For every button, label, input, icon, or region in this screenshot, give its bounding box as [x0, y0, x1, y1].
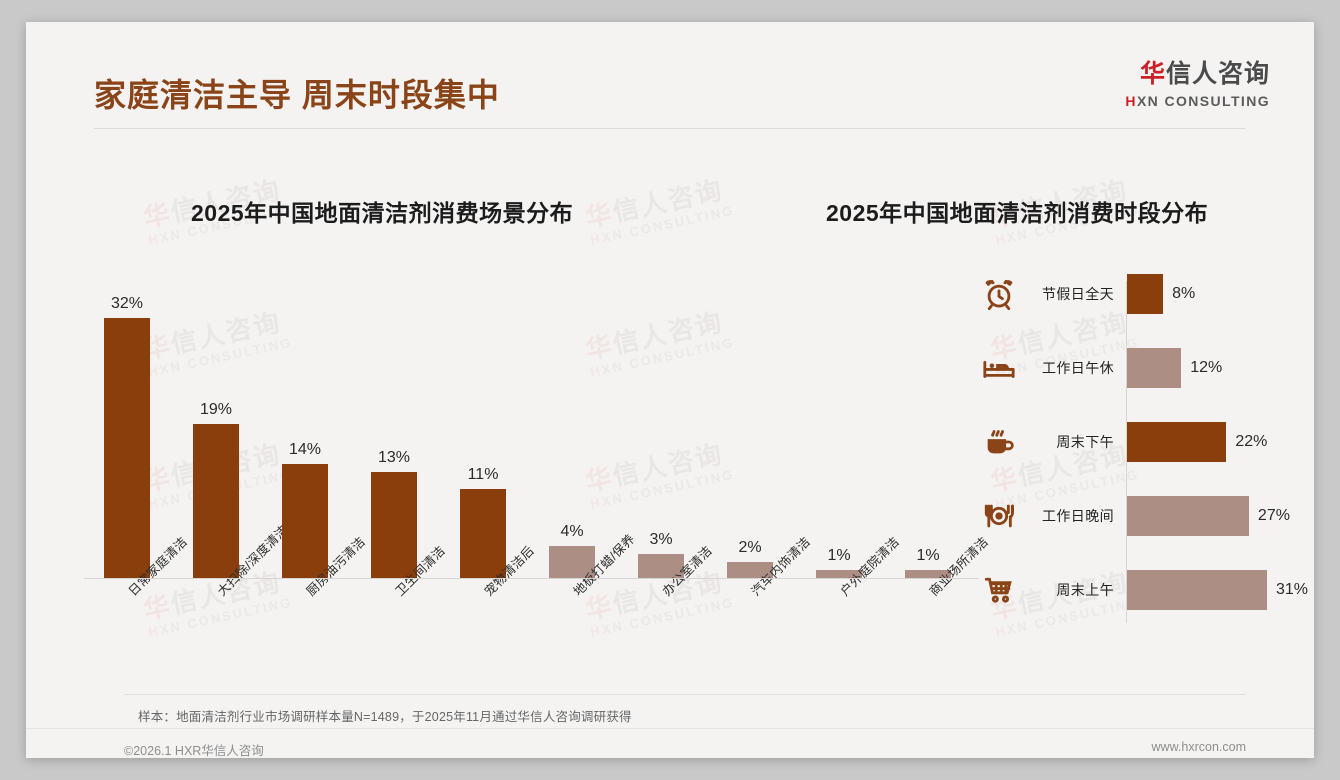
page-title: 家庭清洁主导 周末时段集中	[94, 77, 500, 113]
bar[interactable]	[1127, 496, 1249, 536]
bar-value-label: 19%	[199, 400, 233, 418]
copyright-text: ©2026.1 HXR华信人咨询	[124, 744, 264, 758]
right-chart-axis	[1126, 281, 1127, 623]
logo-h-char: H	[1125, 93, 1137, 109]
time-slot-row: 工作日午休 12%	[966, 343, 1296, 393]
time-slot-label: 节假日全天	[1042, 286, 1114, 302]
logo-en-rest: XN CONSULTING	[1136, 93, 1270, 109]
right-chart-title: 2025年中国地面清洁剂消费时段分布	[826, 200, 1209, 226]
bar[interactable]	[1127, 274, 1164, 314]
logo-chinese-text: 华信人咨询	[1125, 62, 1270, 87]
logo-hua-char: 华	[1139, 60, 1166, 88]
time-slot-row: 周末下午 22%	[966, 417, 1296, 467]
note-divider	[124, 694, 1246, 695]
bar-column: 1% 户外庭院清洁	[794, 535, 902, 599]
bar-column: 11% 宠物清洁后	[438, 465, 537, 599]
scene-distribution-chart: 32% 日常家庭清洁 19% 大扫除/深度清洁 14% 厨房油污清洁 13% 卫生间清洁 11%…	[82, 277, 991, 689]
bar[interactable]	[905, 569, 951, 578]
bar-column: 14% 厨房油污清洁	[260, 441, 368, 599]
bar-column: 1% 商业场所清洁	[883, 535, 991, 599]
header-divider	[94, 128, 1246, 129]
bar-column: 2% 汽车内饰清洁	[705, 535, 813, 599]
charts-area: 2025年中国地面清洁剂消费场景分布 2025年中国地面清洁剂消费时段分布 32…	[26, 132, 1314, 692]
bar-value-label: 1%	[916, 546, 940, 564]
bar[interactable]	[1127, 422, 1227, 462]
bar-column: 32% 日常家庭清洁	[82, 295, 190, 599]
bar[interactable]	[1127, 348, 1182, 388]
time-distribution-chart: 节假日全天 8% 工作日午休 12% 周末下午 22% 工作日晚间 27% 周末上午 31%	[966, 274, 1308, 642]
bar[interactable]	[460, 488, 506, 578]
bar[interactable]	[104, 318, 150, 578]
coffee-cup-icon	[982, 425, 1016, 459]
bar[interactable]	[282, 464, 328, 578]
bar[interactable]	[638, 553, 684, 578]
bar-value-label: 27%	[1257, 507, 1290, 524]
company-logo: 华信人咨询 HXN CONSULTING	[1125, 62, 1270, 109]
bar-value-label: 22%	[1235, 433, 1268, 450]
alarm-clock-icon	[982, 277, 1016, 311]
bar-value-label: 2%	[738, 538, 762, 556]
bar-column: 13% 卫生间清洁	[349, 449, 448, 599]
time-slot-row: 节假日全天 8%	[966, 269, 1296, 319]
bar[interactable]	[727, 561, 773, 578]
time-slot-label: 工作日午休	[1042, 360, 1114, 376]
bar-value-label: 11%	[467, 465, 499, 483]
bar-value-label: 3%	[649, 530, 673, 548]
time-slot-row: 周末上午 31%	[966, 565, 1308, 615]
time-slot-label: 周末下午	[1056, 434, 1114, 450]
left-chart-baseline	[84, 578, 979, 579]
time-slot-label: 工作日晚间	[1042, 508, 1114, 524]
slide: 华信人咨询 HXN CONSULTING 华信人咨询 HXN CONSULTING 华信…	[26, 22, 1314, 758]
bar-value-label: 12%	[1190, 359, 1223, 376]
bar-column: 19% 大扫除/深度清洁	[171, 400, 291, 599]
bar-value-label: 4%	[560, 522, 584, 540]
bar-value-label: 1%	[827, 546, 851, 564]
left-chart-title: 2025年中国地面清洁剂消费场景分布	[191, 200, 574, 226]
footer-divider	[26, 728, 1314, 729]
time-slot-label: 周末上午	[1056, 582, 1114, 598]
slide-header: 家庭清洁主导 周末时段集中 华信人咨询 HXN CONSULTING	[26, 22, 1314, 118]
bar[interactable]	[816, 569, 862, 578]
bar-value-label: 14%	[288, 441, 322, 459]
time-slot-row: 工作日晚间 27%	[966, 491, 1296, 541]
logo-english-text: HXN CONSULTING	[1125, 94, 1270, 108]
bar-value-label: 32%	[110, 295, 144, 312]
logo-cn-rest: 信人咨询	[1165, 60, 1270, 88]
vertical-bars-plot: 32% 日常家庭清洁 19% 大扫除/深度清洁 14% 厨房油污清洁 13% 卫生间清洁 11%…	[82, 277, 991, 689]
bar-column: 4% 地板打蜡/保养	[527, 522, 638, 599]
bar-value-label: 31%	[1276, 581, 1309, 598]
bar[interactable]	[1127, 570, 1267, 610]
bar-column: 3% 办公室清洁	[616, 530, 715, 599]
bar-value-label: 8%	[1172, 285, 1196, 302]
bar[interactable]	[193, 423, 239, 578]
bar-value-label: 13%	[377, 449, 411, 467]
bed-icon	[982, 351, 1016, 385]
sample-note: 样本：地面清洁剂行业市场调研样本量N=1489，于2025年11月通过华信人咨询…	[138, 710, 632, 724]
dinner-plate-icon	[982, 499, 1016, 533]
shopping-cart-icon	[982, 573, 1016, 607]
bar[interactable]	[549, 545, 595, 578]
website-url: www.hxrcon.com	[1151, 740, 1246, 754]
bar[interactable]	[371, 472, 417, 578]
